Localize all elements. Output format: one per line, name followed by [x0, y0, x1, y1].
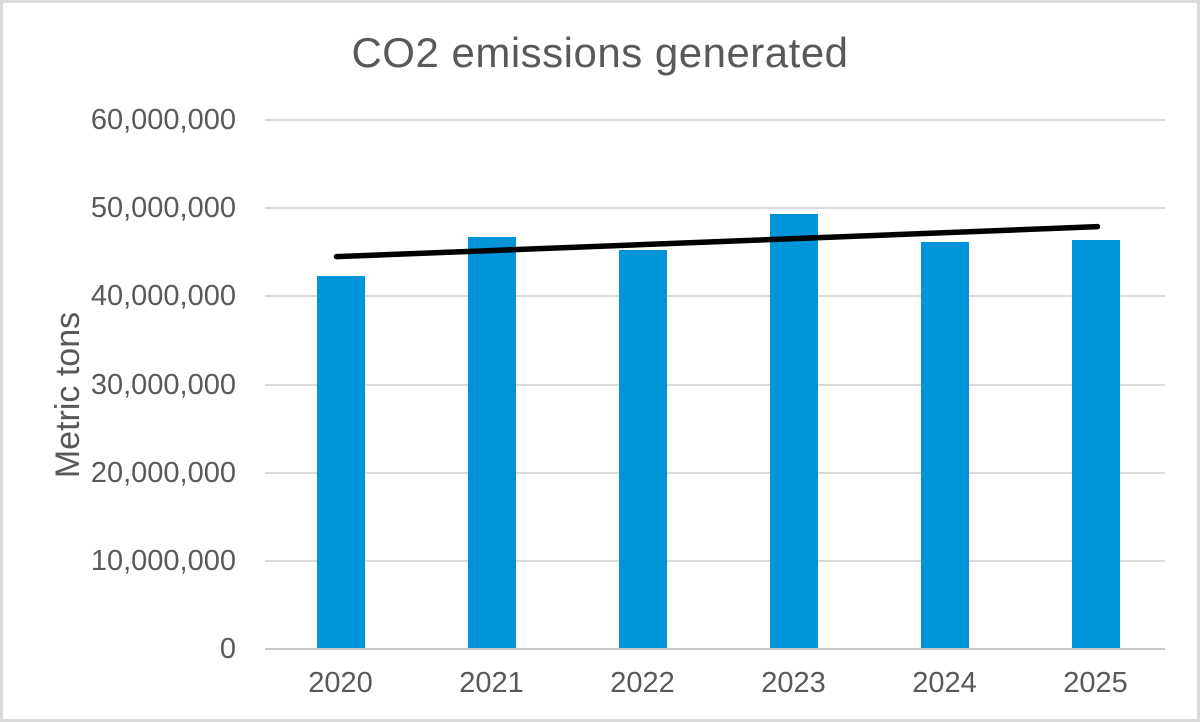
trendline[interactable] [333, 223, 1101, 260]
x-tick-label-2022: 2022 [610, 667, 675, 699]
bar-2025[interactable] [1071, 239, 1120, 648]
gridline [265, 559, 1165, 562]
x-axis-line [265, 648, 1165, 650]
y-tick-label: 0 [219, 633, 236, 665]
gridline [265, 471, 1165, 474]
gridline [265, 295, 1165, 298]
x-tick-label-2020: 2020 [308, 667, 373, 699]
bar-2023[interactable] [769, 214, 818, 648]
y-tick-label: 50,000,000 [90, 192, 236, 225]
x-tick-label-2021: 2021 [459, 667, 524, 699]
gridline [265, 119, 1165, 121]
chart-title: CO2 emissions generated [351, 29, 849, 76]
bar-2021[interactable] [467, 237, 516, 648]
y-tick-label: 10,000,000 [90, 544, 236, 577]
x-tick-label-2025: 2025 [1063, 667, 1128, 699]
y-tick-label: 60,000,000 [90, 104, 236, 136]
y-tick-label: 40,000,000 [90, 280, 236, 313]
bar-2022[interactable] [618, 249, 667, 648]
x-tick-label-2024: 2024 [912, 667, 977, 699]
y-tick-label: 30,000,000 [90, 368, 236, 401]
y-tick-label: 20,000,000 [90, 456, 236, 489]
gridline [265, 207, 1165, 210]
x-tick-label-2023: 2023 [761, 667, 826, 699]
bar-2024[interactable] [920, 241, 969, 648]
bar-2020[interactable] [316, 276, 365, 648]
gridline [265, 383, 1165, 386]
